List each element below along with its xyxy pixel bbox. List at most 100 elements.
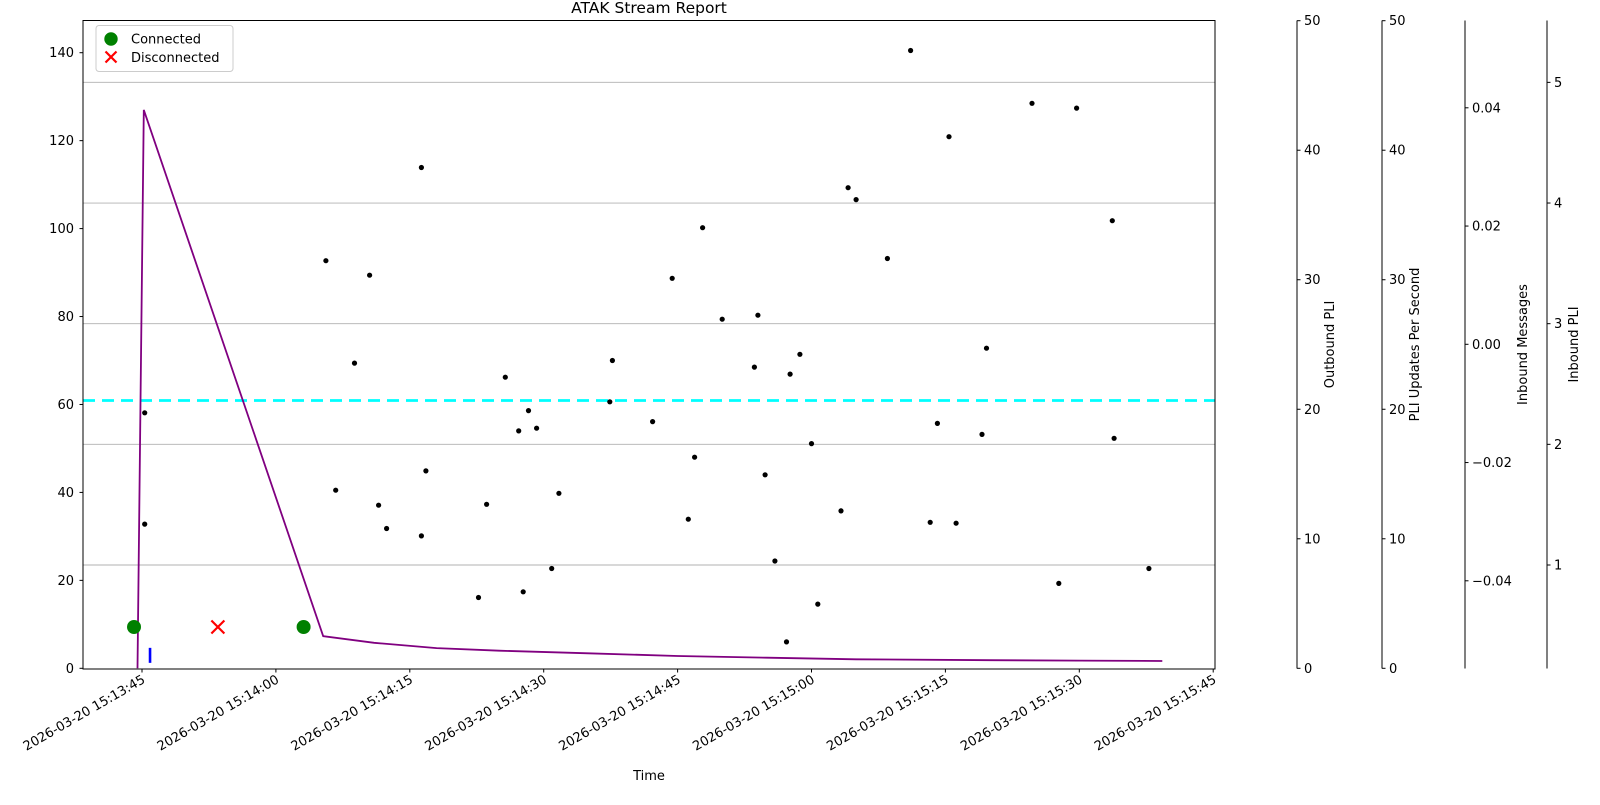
legend: Connected Disconnected <box>95 25 234 72</box>
pli-rate-marker <box>148 647 152 663</box>
scatter-point <box>367 272 373 278</box>
plot-frame <box>82 20 1216 670</box>
scatter-point <box>1074 105 1080 111</box>
scatter-point <box>838 508 844 514</box>
y-tick-label: 20 <box>57 574 74 589</box>
scatter-point <box>772 558 778 564</box>
scatter-point <box>755 312 761 318</box>
scatter-point <box>669 275 675 281</box>
connected-marker <box>296 620 311 634</box>
scatter-point <box>520 589 526 595</box>
scatter-point <box>953 520 959 526</box>
scatter-point <box>142 521 148 527</box>
scatter-point <box>808 441 815 447</box>
scatter-point <box>1056 580 1062 587</box>
y-tick-label: 140 <box>49 46 74 61</box>
scatter-point <box>797 351 803 357</box>
scatter-point <box>853 197 859 203</box>
legend-connected-icon <box>104 32 118 46</box>
x-tick-label: 2026-03-20 15:15:00 <box>690 672 817 754</box>
disconnected-marker <box>210 619 226 635</box>
y-tick-label: 120 <box>49 134 74 149</box>
scatter-point <box>719 316 725 322</box>
scatter-point <box>323 258 329 264</box>
scatter-point <box>609 357 616 364</box>
scatter-point <box>815 601 821 607</box>
axis-tick-label-messages: 0.02 <box>1472 220 1501 235</box>
axis-tick-label-pli_rate: 20 <box>1389 403 1406 418</box>
scatter-point <box>845 185 851 191</box>
scatter-point <box>685 516 691 522</box>
x-tick-label: 2026-03-20 15:13:45 <box>21 672 148 754</box>
axis-label-messages: Inbound Messages <box>1516 284 1531 405</box>
scatter-point <box>1111 435 1117 441</box>
axis-label-pli_rate: PLI Updates Per Second <box>1408 268 1423 422</box>
scatter-point <box>692 454 698 460</box>
scatter-point <box>908 47 914 54</box>
x-tick-label: 2026-03-20 15:15:30 <box>958 672 1085 754</box>
axis-tick-label-outbound: 30 <box>1304 273 1321 288</box>
scatter-point <box>1109 218 1115 224</box>
scatter-point <box>700 225 706 231</box>
scatter-point <box>946 134 952 140</box>
axis-tick-label-messages: 0.04 <box>1472 101 1501 116</box>
scatter-point <box>502 374 508 380</box>
axis-tick-label-messages: 0.00 <box>1472 338 1501 353</box>
scatter-point <box>934 420 941 426</box>
axis-tick-label-outbound: 40 <box>1304 144 1321 159</box>
scatter-point <box>423 468 429 474</box>
scatter-point <box>525 408 532 414</box>
scatter-point <box>534 425 540 431</box>
scatter-point <box>556 490 562 496</box>
scatter-point <box>384 525 390 532</box>
scatter-point <box>762 472 768 478</box>
scatter-point <box>351 360 358 366</box>
legend-box <box>95 25 234 72</box>
scatter-point <box>516 428 522 434</box>
axis-label-inbound_pli: Inbound PLI <box>1567 306 1582 382</box>
axis-tick-label-inbound_pli: 5 <box>1554 76 1562 91</box>
scatter-point <box>142 410 148 416</box>
x-tick-label: 2026-03-20 15:14:30 <box>423 672 550 754</box>
axis-tick-label-outbound: 20 <box>1304 403 1321 418</box>
scatter-point <box>983 345 990 351</box>
x-tick-label: 2026-03-20 15:15:15 <box>824 672 951 754</box>
scatter-point <box>1029 100 1035 106</box>
scatter-point <box>884 255 891 262</box>
y-tick-label: 40 <box>57 486 74 501</box>
axis-label-outbound: Outbound PLI <box>1323 301 1338 389</box>
axis-tick-label-pli_rate: 0 <box>1389 662 1397 677</box>
axis-tick-label-outbound: 0 <box>1304 662 1312 677</box>
scatter-point <box>979 431 985 437</box>
scatter-point <box>1146 565 1152 572</box>
legend-disconnected-label: Disconnected <box>131 51 219 66</box>
x-tick-label: 2026-03-20 15:15:45 <box>1092 672 1219 754</box>
scatter-point <box>783 639 790 645</box>
axis-tick-label-inbound_pli: 1 <box>1554 559 1562 574</box>
axis-tick-label-pli_rate: 10 <box>1389 532 1406 547</box>
y-tick-label: 0 <box>66 662 74 677</box>
axis-tick-label-outbound: 10 <box>1304 532 1321 547</box>
x-axis-label: Time <box>632 769 665 784</box>
outbound-pli-line <box>136 109 1163 669</box>
legend-connected-label: Connected <box>131 33 201 48</box>
axis-tick-label-outbound: 50 <box>1304 14 1321 29</box>
scatter-point <box>418 164 424 171</box>
axis-tick-label-inbound_pli: 3 <box>1554 317 1562 332</box>
x-tick-label: 2026-03-20 15:14:15 <box>289 672 416 754</box>
scatter-point <box>650 419 656 425</box>
axis-tick-label-pli_rate: 50 <box>1389 14 1406 29</box>
axis-tick-label-pli_rate: 40 <box>1389 144 1406 159</box>
scatter-point <box>787 371 793 377</box>
x-tick-label: 2026-03-20 15:14:45 <box>557 672 684 754</box>
axis-tick-label-inbound_pli: 2 <box>1554 438 1562 453</box>
scatter-point <box>751 364 758 370</box>
scatter-point <box>475 594 482 601</box>
axis-tick-label-messages: −0.04 <box>1472 574 1512 589</box>
scatter-point <box>376 502 382 508</box>
y-tick-label: 80 <box>57 310 74 325</box>
scatter-point <box>333 487 339 493</box>
chart-title: ATAK Stream Report <box>571 0 727 17</box>
